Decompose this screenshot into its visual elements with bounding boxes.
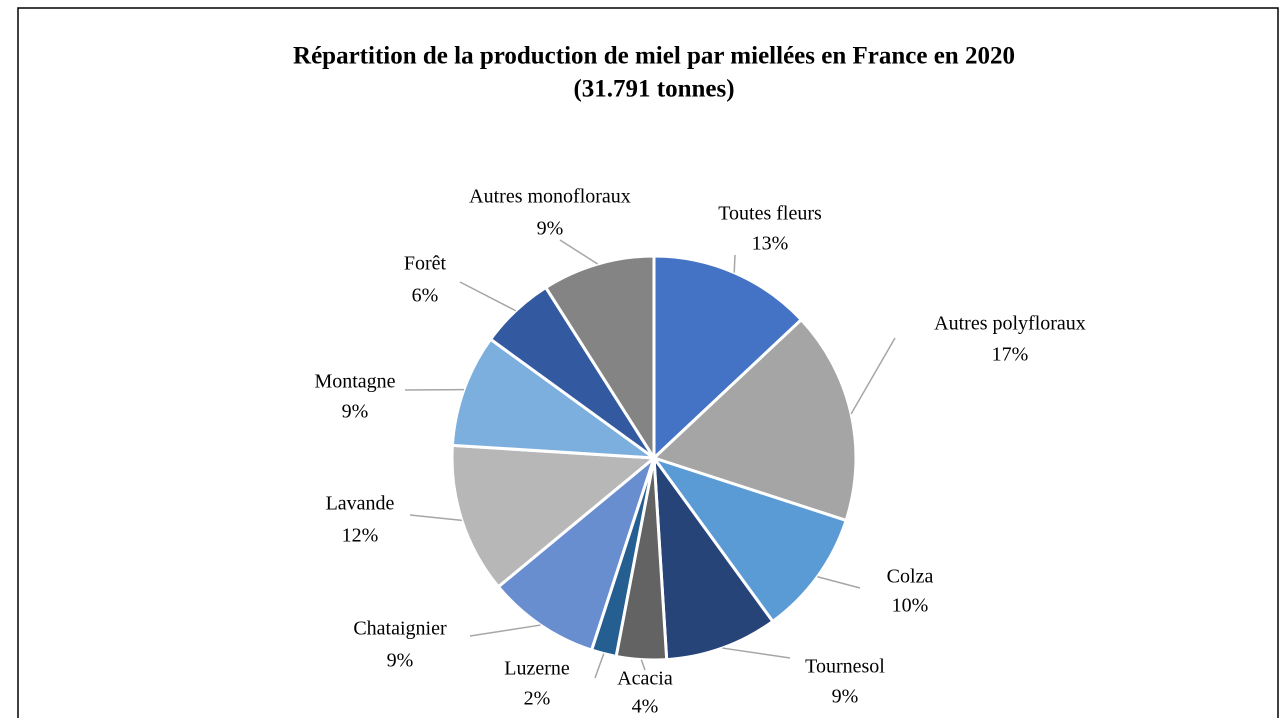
slice-value-label: 10% <box>892 595 929 617</box>
leader-line <box>559 239 599 265</box>
leader-line <box>733 254 736 273</box>
leader-line <box>817 576 861 589</box>
leader-line <box>409 514 462 522</box>
leader-line <box>469 624 541 637</box>
pie-slice <box>496 453 658 653</box>
slice-value-label: 13% <box>752 233 789 255</box>
slice-value-label: 17% <box>992 344 1029 366</box>
slice-label: Luzerne <box>504 658 570 680</box>
pie-slice <box>450 443 658 589</box>
slice-value-label: 6% <box>412 285 439 307</box>
slice-label: Colza <box>887 566 934 588</box>
slice-label: Tournesol <box>805 656 885 678</box>
chart-title: Répartition de la production de miel par… <box>293 43 1015 70</box>
slice-value-label: 9% <box>387 650 414 672</box>
slice-value-label: 9% <box>342 401 369 423</box>
slice-label: Lavande <box>326 493 395 515</box>
pie-slice <box>450 337 660 460</box>
pie-slice <box>651 317 858 523</box>
slice-label: Montagne <box>314 371 395 393</box>
slice-label: Forêt <box>404 253 447 275</box>
leader-line <box>640 659 646 671</box>
slice-label: Toutes fleurs <box>718 203 822 225</box>
leader-line <box>459 281 517 312</box>
slice-value-label: 4% <box>632 696 659 718</box>
pie-slice <box>650 455 849 624</box>
leader-line <box>594 653 605 679</box>
chart-subtitle: (31.791 tonnes) <box>573 76 734 103</box>
leader-line <box>850 337 896 415</box>
chart-frame <box>17 7 1279 718</box>
pie-slice <box>543 254 656 464</box>
slice-label: Autres monofloraux <box>469 186 631 208</box>
slice-label: Acacia <box>617 668 673 690</box>
leader-line <box>722 647 791 659</box>
slice-value-label: 2% <box>524 688 551 710</box>
slice-value-label: 9% <box>537 218 564 240</box>
slice-label: Autres polyfloraux <box>934 313 1086 335</box>
slice-label: Chataignier <box>353 618 447 640</box>
slice-value-label: 12% <box>342 525 379 547</box>
slice-value-label: 9% <box>832 686 859 708</box>
